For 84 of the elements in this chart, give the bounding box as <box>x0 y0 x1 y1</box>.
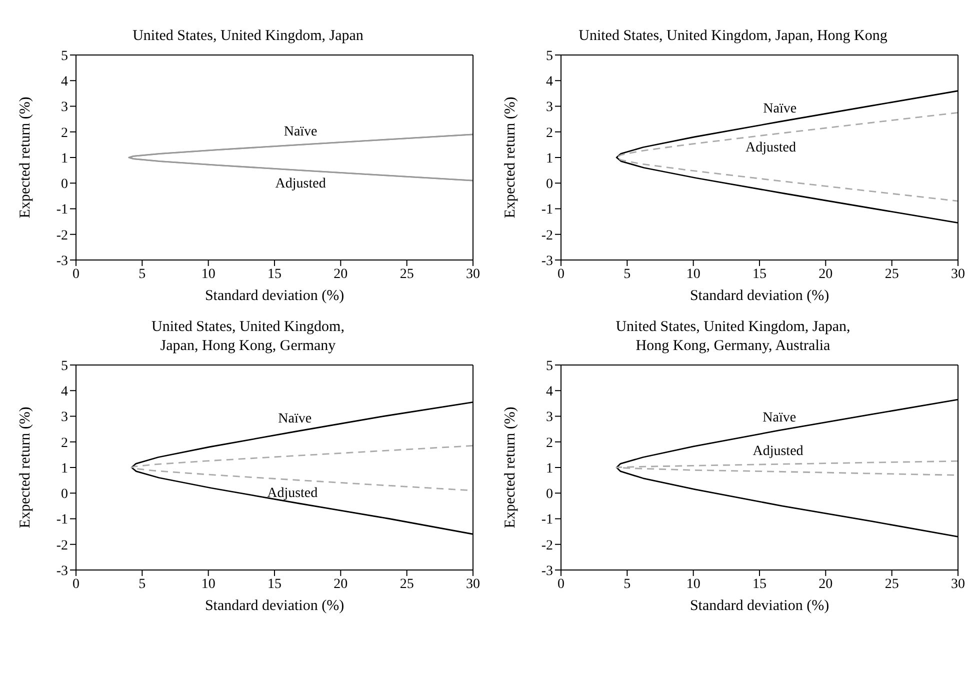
x-tick-label: 0 <box>72 266 80 282</box>
y-tick-label: -2 <box>56 538 68 554</box>
series-label: Adjusted <box>745 140 796 156</box>
y-tick-label: 4 <box>61 74 68 90</box>
x-tick-label: 15 <box>268 266 282 282</box>
series-label: Adjusted <box>275 176 326 192</box>
y-tick-label: 4 <box>61 384 68 400</box>
chart-title: United States, United Kingdom, Japan, Hong Kong, Germany, Australia <box>614 318 852 356</box>
x-tick-label: 5 <box>138 266 146 282</box>
y-tick-label: 2 <box>61 126 68 141</box>
series-label: Naïve <box>762 410 796 426</box>
y-tick-label: 1 <box>546 151 553 166</box>
x-tick-label: 15 <box>752 266 766 282</box>
y-tick-label: 5 <box>61 48 68 64</box>
x-tick-label: 5 <box>624 266 631 282</box>
x-tick-label: 0 <box>558 266 564 282</box>
y-tick-label: 4 <box>546 74 553 90</box>
y-tick-label: 5 <box>546 358 553 374</box>
x-tick-label: 25 <box>400 266 414 282</box>
y-tick-label: 0 <box>546 487 553 502</box>
y-tick-label: -1 <box>56 512 68 528</box>
y-tick-label: 2 <box>61 436 68 451</box>
x-tick-label: 10 <box>686 576 700 592</box>
y-tick-label: -2 <box>541 538 553 554</box>
y-tick-label: 4 <box>546 384 553 400</box>
x-tick-label: 10 <box>686 266 700 282</box>
x-axis-title: Standard deviation (%) <box>204 288 344 304</box>
y-tick-label: -2 <box>541 228 553 244</box>
x-tick-label: 0 <box>558 576 564 592</box>
y-tick-label: 1 <box>61 151 68 166</box>
y-tick-label: 1 <box>546 461 553 476</box>
x-tick-label: 25 <box>884 266 899 282</box>
y-axis-title: Expected return (%) <box>17 96 34 218</box>
series-label: Naïve <box>278 412 312 427</box>
y-tick-label: 3 <box>546 100 553 116</box>
y-tick-label: -3 <box>56 254 68 269</box>
y-tick-label: -3 <box>541 254 553 269</box>
x-axis-title: Standard deviation (%) <box>690 288 830 304</box>
y-tick-label: 5 <box>546 48 553 64</box>
y-tick-label: 0 <box>61 487 68 502</box>
x-tick-label: 15 <box>268 576 282 592</box>
x-tick-label: 25 <box>400 576 414 592</box>
chart-title: United States, United Kingdom, Japan <box>132 27 364 46</box>
x-tick-label: 15 <box>752 576 766 592</box>
y-tick-label: -3 <box>56 564 68 579</box>
series-label: Adjusted <box>752 444 804 460</box>
y-tick-label: -1 <box>56 202 68 218</box>
y-tick-label: 3 <box>61 410 68 426</box>
y-tick-label: 5 <box>61 358 68 374</box>
x-tick-label: 30 <box>951 266 965 282</box>
y-axis-title: Expected return (%) <box>502 96 518 218</box>
y-tick-label: -1 <box>541 202 553 218</box>
y-tick-label: 0 <box>546 177 553 192</box>
y-tick-label: 0 <box>61 177 68 192</box>
y-tick-label: -2 <box>56 228 68 244</box>
x-tick-label: 10 <box>201 266 216 282</box>
y-tick-label: 3 <box>546 410 553 426</box>
y-tick-label: 3 <box>61 100 68 116</box>
chart-title: United States, United Kingdom, Japan, Hong Kong, Germany <box>150 318 346 356</box>
chart-title: United States, United Kingdom, Japan, Hong Kong <box>578 27 888 46</box>
x-tick-label: 0 <box>72 576 80 592</box>
y-axis-title: Expected return (%) <box>502 406 518 528</box>
x-tick-label: 20 <box>818 266 833 282</box>
y-tick-label: 2 <box>546 126 553 141</box>
x-tick-label: 30 <box>951 576 965 592</box>
x-tick-label: 20 <box>334 266 348 282</box>
x-tick-label: 20 <box>334 576 348 592</box>
y-tick-label: -3 <box>541 564 553 579</box>
x-tick-label: 5 <box>624 576 631 592</box>
y-tick-label: 1 <box>61 461 68 476</box>
x-axis-title: Standard deviation (%) <box>204 598 344 614</box>
y-axis-title: Expected return (%) <box>17 406 34 528</box>
y-tick-label: -1 <box>541 512 553 528</box>
series-label: Naïve <box>763 102 797 117</box>
series-label: Adjusted <box>267 486 318 501</box>
x-tick-label: 5 <box>138 576 146 592</box>
y-tick-label: 2 <box>546 436 553 451</box>
x-tick-label: 10 <box>201 576 216 592</box>
x-tick-label: 30 <box>466 576 480 592</box>
x-axis-title: Standard deviation (%) <box>690 598 830 614</box>
x-tick-label: 30 <box>466 266 480 282</box>
x-tick-label: 20 <box>818 576 833 592</box>
series-label: Naïve <box>284 124 318 140</box>
x-tick-label: 25 <box>884 576 899 592</box>
